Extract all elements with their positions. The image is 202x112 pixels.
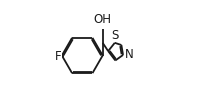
Text: OH: OH xyxy=(94,13,112,26)
Text: F: F xyxy=(55,50,62,62)
Text: N: N xyxy=(125,47,134,60)
Text: S: S xyxy=(111,28,118,41)
